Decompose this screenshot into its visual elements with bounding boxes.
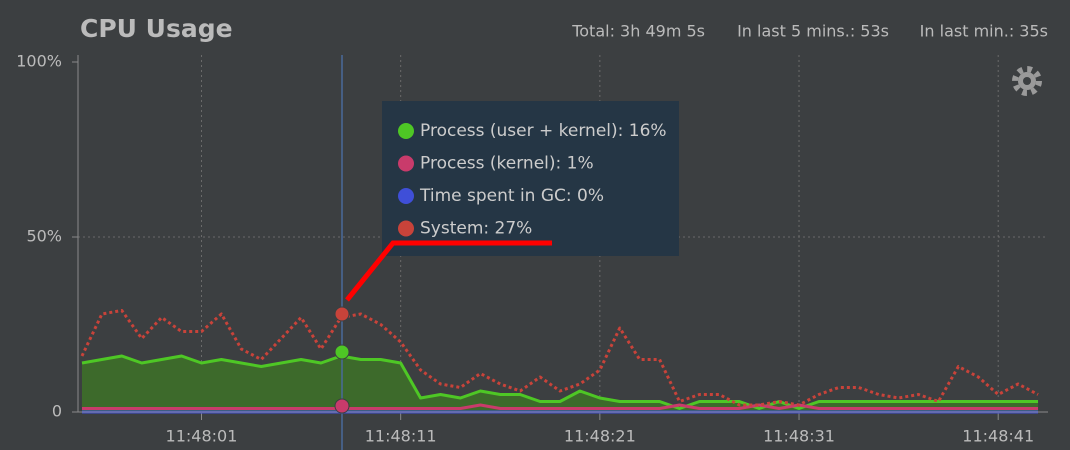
tooltip-swatch	[398, 155, 414, 172]
annotation-line	[345, 240, 552, 302]
hover-point	[334, 306, 350, 322]
tooltip-swatch	[398, 220, 414, 237]
y-tick-label: 100%	[16, 52, 62, 71]
series-line	[80, 309, 1039, 407]
y-tick-label: 50%	[26, 227, 62, 246]
chart-title: CPU Usage	[80, 14, 233, 43]
tooltip-box	[382, 101, 679, 256]
tooltip-label: Process (kernel): 1%	[420, 154, 594, 174]
x-tick-label: 11:48:11	[365, 427, 437, 446]
tooltip-label: System: 27%	[420, 219, 532, 239]
tooltip: Process (user + kernel): 16% Process (ker…	[382, 101, 679, 256]
hover-point	[334, 344, 350, 360]
stat: Total: 3h 49m 5s	[571, 22, 705, 41]
x-tick-label: 11:48:01	[166, 427, 238, 446]
x-tick-label: 11:48:31	[763, 427, 835, 446]
series-line	[81, 354, 1039, 410]
tooltip-swatch	[398, 123, 414, 139]
tooltip-label: Time spent in GC: 0%	[419, 186, 604, 206]
series-area	[81, 356, 1039, 412]
settings-icon[interactable]	[1012, 66, 1042, 96]
stat: In last min.: 35s	[920, 22, 1048, 41]
tooltip-label: Process (user + kernel): 16%	[420, 121, 667, 141]
hover-point	[334, 398, 350, 414]
y-tick-label: 0	[52, 402, 62, 421]
x-tick-label: 11:48:41	[962, 427, 1034, 446]
x-tick-label: 11:48:21	[564, 427, 636, 446]
tooltip-swatch	[398, 188, 414, 204]
stat: In last 5 mins.: 53s	[737, 22, 889, 41]
series-line	[81, 403, 1039, 410]
